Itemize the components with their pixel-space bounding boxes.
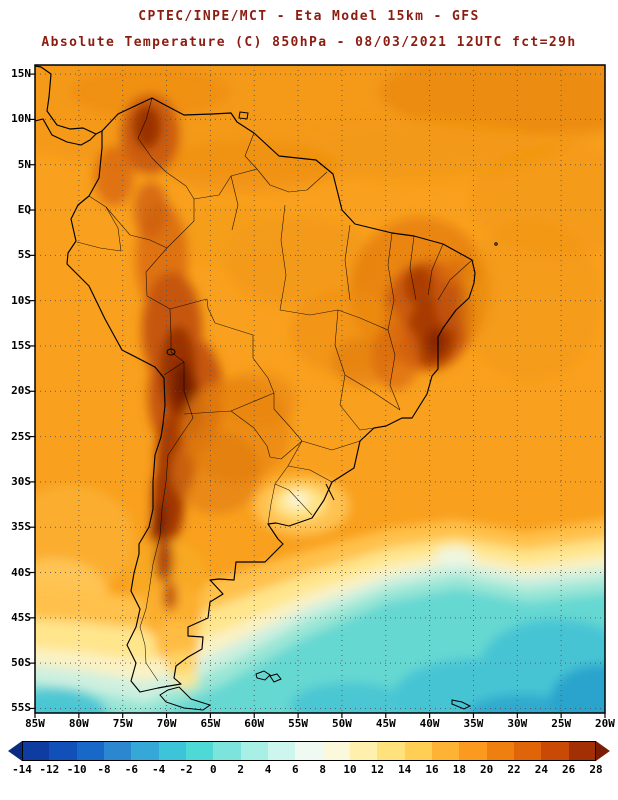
colorbar-outline <box>22 741 596 761</box>
south-georgia-island <box>451 699 472 710</box>
falkland-islands <box>255 670 282 683</box>
figure-title: CPTEC/INPE/MCT - Eta Model 15km - GFS Ab… <box>0 4 618 56</box>
colorbar-tick-label: 4 <box>264 763 272 776</box>
colorbar-cell <box>213 741 241 761</box>
colorbar-tick-label: 20 <box>480 763 494 776</box>
colorbar-tick-label: 28 <box>589 763 603 776</box>
colorbar-tick-label: -6 <box>124 763 138 776</box>
colorbar-cell <box>131 741 159 761</box>
tierra-del-fuego <box>159 686 212 711</box>
colorbar-tick-label: -10 <box>66 763 87 776</box>
title-line-1: CPTEC/INPE/MCT - Eta Model 15km - GFS <box>138 9 480 24</box>
colorbar-cell <box>404 741 432 761</box>
colorbar-cell <box>322 741 350 761</box>
colorbar-tick-label: 24 <box>534 763 548 776</box>
trinidad-island <box>238 111 249 120</box>
offshore-islet <box>494 242 498 246</box>
temperature-field <box>35 65 605 713</box>
colorbar-tick-label: 12 <box>370 763 384 776</box>
colorbar-cell <box>486 741 514 761</box>
colorbar-arrow-left <box>8 741 22 761</box>
colorbar-cell <box>103 741 132 761</box>
colorbar-tick-label: 14 <box>398 763 412 776</box>
colorbar-tick-label: 0 <box>210 763 217 776</box>
colorbar-tick-label: -14 <box>12 763 32 776</box>
colorbar-tick-label: -2 <box>179 763 193 776</box>
colorbar-cell <box>76 741 104 761</box>
colorbar-cell <box>267 741 296 761</box>
axis-ticks <box>30 73 606 718</box>
country-borders <box>76 97 473 682</box>
colorbar-cell <box>459 741 487 761</box>
lagoa-dos-patos <box>325 483 335 501</box>
grid-lines <box>35 65 605 713</box>
colorbar-tick-label: 6 <box>292 763 299 776</box>
colorbar-cell <box>185 741 214 761</box>
colorbar-tick-label: 10 <box>343 763 357 776</box>
colorbar-arrow-right <box>595 741 610 761</box>
colorbar-cell <box>22 741 50 761</box>
colorbar-tick-label: 16 <box>425 763 439 776</box>
colorbar-tick-label: -12 <box>39 763 60 776</box>
colorbar-cell <box>431 741 460 761</box>
colorbar-tick-label: -8 <box>97 763 111 776</box>
colorbar-tick-label: 26 <box>562 763 576 776</box>
colorbar-tick-label: -4 <box>152 763 166 776</box>
colorbar-cell <box>295 741 323 761</box>
temperature-colorbar <box>8 741 610 761</box>
colorbar-cell <box>240 741 268 761</box>
central-america-coast <box>35 65 103 135</box>
colorbar-cell <box>541 741 569 761</box>
state-borders <box>230 175 473 483</box>
colorbar-cell <box>349 741 378 761</box>
colorbar-tick-label: 2 <box>237 763 244 776</box>
title-line-2: Absolute Temperature (C) 850hPa - 08/03/… <box>41 35 577 50</box>
colorbar-labels: -14 -12 -10 -8 -6 -4 -2 0 2 4 6 8 10 12 14 16 18 20 22 24 26… <box>8 763 610 777</box>
colorbar-cell <box>49 741 77 761</box>
colorbar-cell <box>513 741 542 761</box>
colorbar-cell <box>158 741 186 761</box>
colorbar-tick-label: 22 <box>507 763 521 776</box>
map-frame <box>34 64 606 714</box>
colorbar-cell <box>568 741 596 761</box>
coastline <box>35 65 498 711</box>
colorbar-tick-label: 18 <box>452 763 466 776</box>
colorbar-cell <box>377 741 405 761</box>
colorbar-tick-label: 8 <box>319 763 326 776</box>
